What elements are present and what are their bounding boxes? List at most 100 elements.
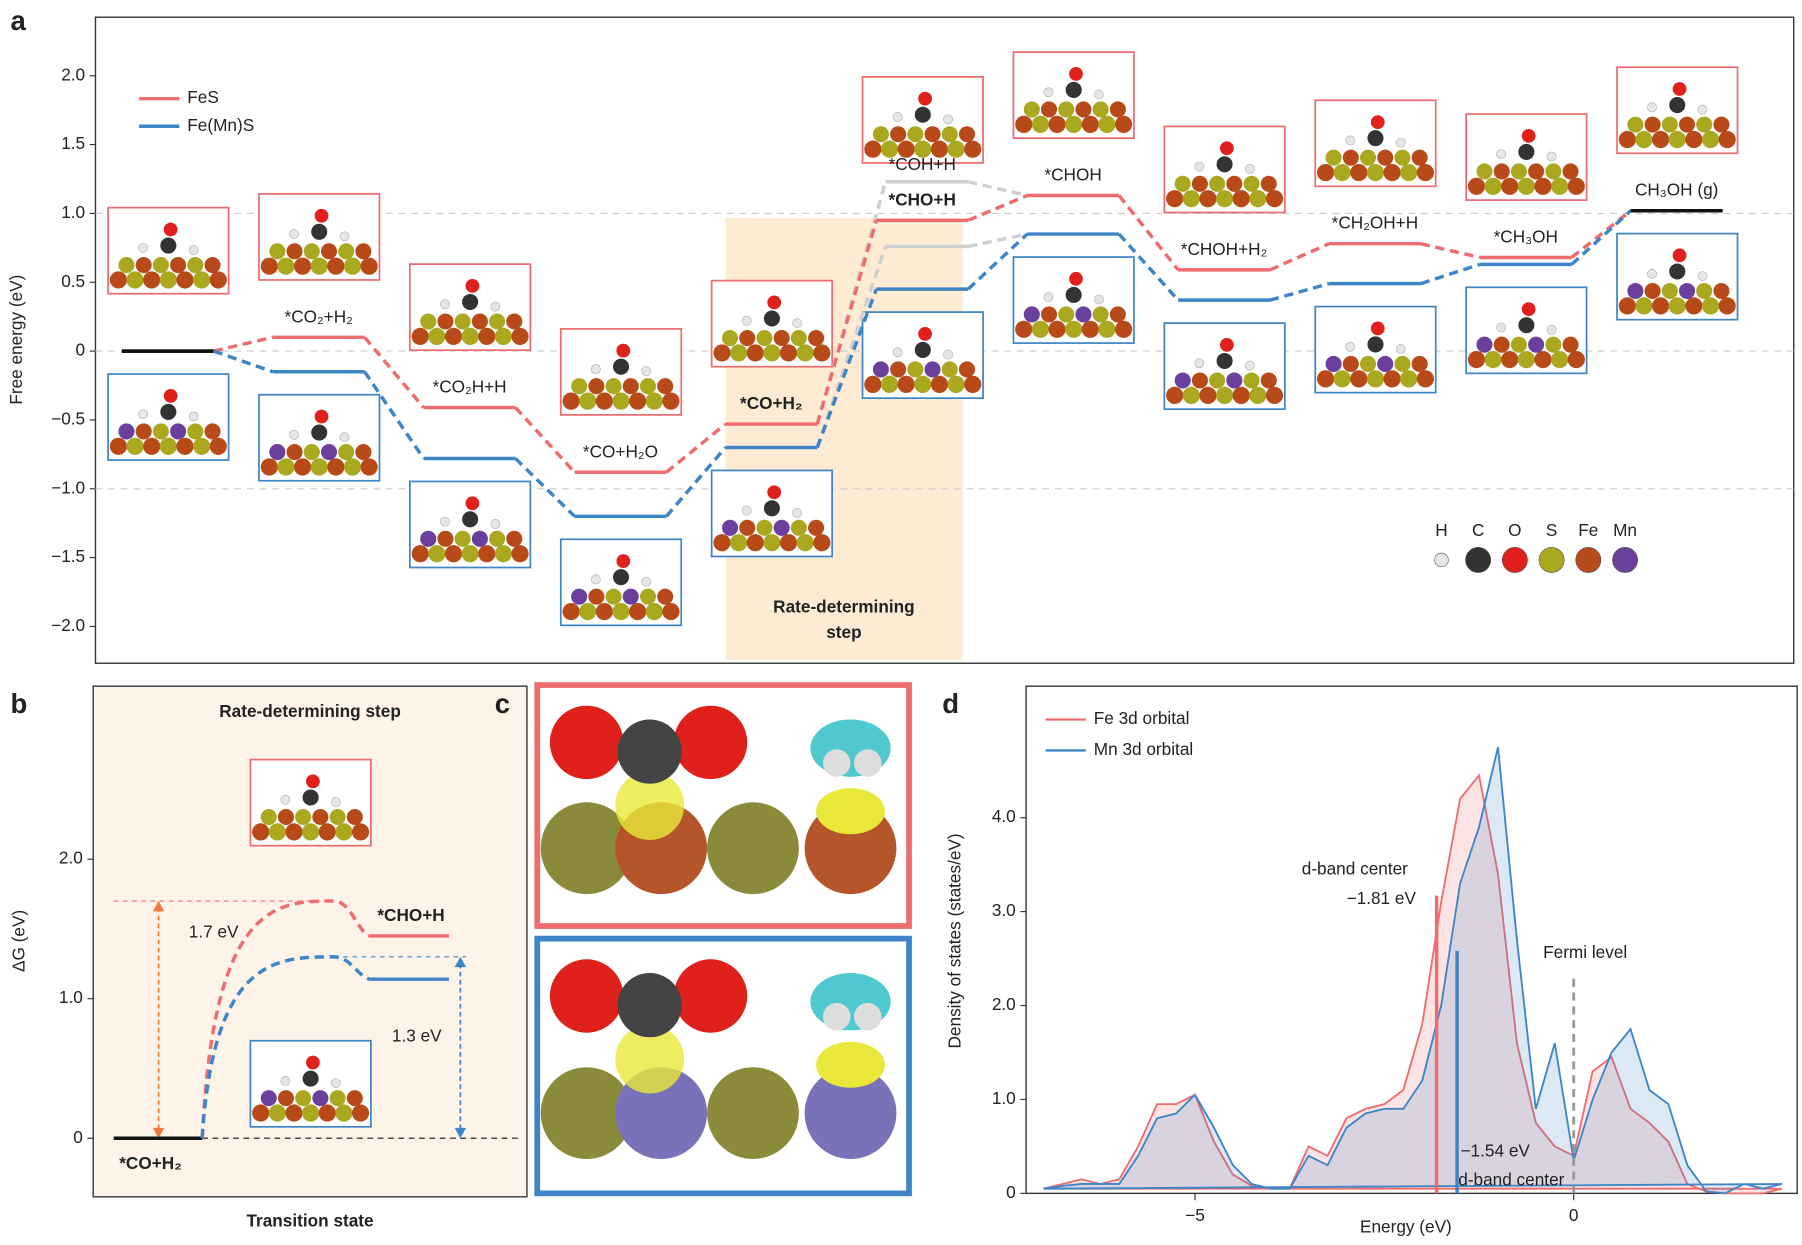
atom — [721, 519, 739, 536]
atom — [465, 279, 480, 293]
atom — [118, 423, 135, 440]
atom — [1174, 175, 1191, 192]
atom — [143, 271, 161, 289]
atom — [1562, 163, 1579, 180]
y-tick-label: 0.5 — [61, 271, 85, 291]
energy-connector — [1117, 194, 1180, 271]
energy-connector — [967, 193, 1028, 222]
legend-label: Fe(Mn)S — [187, 115, 254, 135]
atom — [1644, 282, 1661, 300]
state-label: *CH₂OH+H — [1332, 213, 1419, 233]
atom — [1209, 372, 1226, 389]
atom — [741, 505, 752, 516]
y-tick-label: 0 — [1006, 1182, 1016, 1202]
y-tick-label: 2.0 — [992, 994, 1016, 1014]
atom — [1484, 350, 1502, 369]
atom — [958, 361, 976, 378]
atom — [562, 392, 580, 410]
element-ball — [1612, 547, 1638, 573]
atom — [293, 458, 312, 476]
atom — [1342, 149, 1359, 166]
element-ball — [1575, 547, 1602, 573]
atom — [1092, 306, 1109, 323]
atom — [152, 423, 169, 440]
atom — [126, 437, 144, 455]
atom — [1065, 115, 1083, 133]
atom — [872, 126, 889, 143]
legend-label: FeS — [187, 87, 219, 107]
atom — [260, 257, 278, 275]
atom — [351, 1104, 370, 1122]
panel-label: d — [942, 688, 959, 719]
atom — [662, 602, 680, 621]
atom — [595, 602, 613, 621]
atom — [1370, 321, 1385, 336]
atom — [616, 554, 631, 568]
atom — [204, 423, 221, 440]
atom — [924, 126, 941, 143]
energy-connector — [1269, 281, 1330, 302]
atom — [1661, 282, 1678, 300]
marker-label: d-band center — [1458, 1169, 1564, 1189]
atom — [1534, 177, 1552, 195]
atom — [411, 327, 429, 346]
energy-connector — [363, 370, 426, 460]
atom — [892, 347, 903, 358]
atom — [1166, 386, 1184, 405]
atom — [311, 223, 328, 240]
atom — [170, 257, 187, 274]
atom — [1316, 370, 1335, 388]
atom — [335, 1104, 353, 1122]
atom — [713, 534, 731, 552]
atom — [864, 375, 882, 393]
atom — [1377, 149, 1394, 166]
panel-label: a — [11, 5, 27, 36]
panel-title: Rate-determining step — [219, 701, 401, 721]
atom — [420, 530, 437, 547]
atom — [1484, 177, 1502, 195]
atom — [1216, 352, 1233, 370]
atom — [306, 774, 320, 789]
atom — [1232, 190, 1250, 208]
atom — [318, 823, 336, 841]
atom — [892, 112, 903, 122]
y-tick-label: 0 — [76, 340, 86, 360]
atom — [302, 1104, 320, 1122]
atom — [605, 378, 622, 395]
y-tick-label: 3.0 — [992, 900, 1016, 920]
atom — [1545, 336, 1562, 353]
atom — [947, 140, 965, 158]
atom — [767, 485, 782, 500]
atom — [343, 458, 362, 476]
atom — [657, 378, 674, 395]
atom — [1551, 177, 1569, 195]
atom — [1366, 370, 1385, 388]
atom — [1048, 320, 1066, 338]
atom — [310, 257, 328, 275]
atom — [579, 602, 597, 621]
atom — [170, 423, 187, 440]
atom — [302, 789, 319, 806]
legend-label: Fe 3d orbital — [1094, 708, 1190, 728]
atom — [330, 797, 341, 807]
atom — [1325, 355, 1342, 372]
atom — [285, 1104, 303, 1122]
atom — [1618, 130, 1636, 149]
energy-connector — [1570, 209, 1632, 266]
atom — [1194, 358, 1205, 369]
atom — [1697, 271, 1708, 281]
atom — [1174, 372, 1191, 389]
atom — [135, 423, 152, 440]
atom — [1528, 163, 1545, 180]
atom — [1476, 163, 1493, 180]
atom — [1394, 149, 1411, 166]
atom — [437, 530, 454, 547]
atom — [506, 530, 523, 547]
atom — [1400, 163, 1418, 182]
atom — [1395, 137, 1406, 148]
atom — [252, 823, 270, 841]
atom — [1015, 115, 1033, 133]
atom — [707, 1067, 799, 1159]
atom — [1094, 294, 1104, 305]
